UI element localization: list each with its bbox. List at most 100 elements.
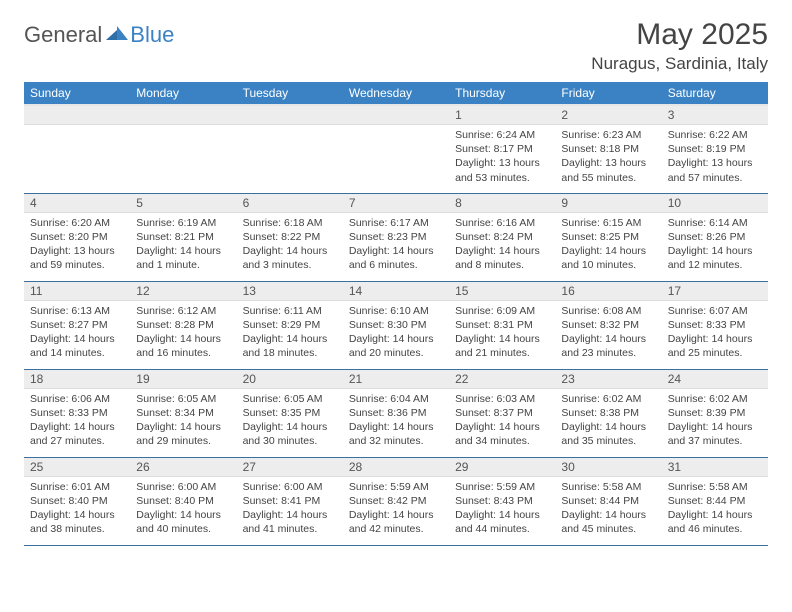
calendar-day-cell: 1Sunrise: 6:24 AMSunset: 8:17 PMDaylight…: [449, 105, 555, 193]
sunset-text: Sunset: 8:31 PM: [455, 318, 549, 332]
sunset-text: Sunset: 8:21 PM: [136, 230, 230, 244]
calendar-day-cell: 6Sunrise: 6:18 AMSunset: 8:22 PMDaylight…: [237, 193, 343, 281]
day-details: Sunrise: 6:11 AMSunset: 8:29 PMDaylight:…: [237, 301, 343, 365]
sunrise-text: Sunrise: 6:01 AM: [30, 480, 124, 494]
daylight-text: Daylight: 14 hours and 20 minutes.: [349, 332, 443, 360]
daylight-text: Daylight: 14 hours and 34 minutes.: [455, 420, 549, 448]
daylight-text: Daylight: 13 hours and 59 minutes.: [30, 244, 124, 272]
sunrise-text: Sunrise: 5:58 AM: [668, 480, 762, 494]
calendar-day-cell: 11Sunrise: 6:13 AMSunset: 8:27 PMDayligh…: [24, 281, 130, 369]
day-details: [24, 125, 130, 185]
day-details: Sunrise: 6:18 AMSunset: 8:22 PMDaylight:…: [237, 213, 343, 277]
calendar-week-row: 25Sunrise: 6:01 AMSunset: 8:40 PMDayligh…: [24, 457, 768, 545]
day-number: [343, 106, 449, 125]
calendar-week-row: 18Sunrise: 6:06 AMSunset: 8:33 PMDayligh…: [24, 369, 768, 457]
weekday-header: Thursday: [449, 82, 555, 105]
day-details: Sunrise: 6:05 AMSunset: 8:34 PMDaylight:…: [130, 389, 236, 453]
day-number: 16: [555, 282, 661, 301]
daylight-text: Daylight: 14 hours and 46 minutes.: [668, 508, 762, 536]
sunset-text: Sunset: 8:44 PM: [668, 494, 762, 508]
calendar-day-cell: 23Sunrise: 6:02 AMSunset: 8:38 PMDayligh…: [555, 369, 661, 457]
weekday-header: Sunday: [24, 82, 130, 105]
calendar-day-cell: 4Sunrise: 6:20 AMSunset: 8:20 PMDaylight…: [24, 193, 130, 281]
daylight-text: Daylight: 13 hours and 55 minutes.: [561, 156, 655, 184]
weekday-header: Wednesday: [343, 82, 449, 105]
calendar-table: SundayMondayTuesdayWednesdayThursdayFrid…: [24, 82, 768, 546]
sunset-text: Sunset: 8:33 PM: [668, 318, 762, 332]
sunset-text: Sunset: 8:17 PM: [455, 142, 549, 156]
day-number: 3: [662, 106, 768, 125]
weekday-header: Friday: [555, 82, 661, 105]
calendar-day-cell: 7Sunrise: 6:17 AMSunset: 8:23 PMDaylight…: [343, 193, 449, 281]
day-number: 27: [237, 458, 343, 477]
day-details: Sunrise: 6:06 AMSunset: 8:33 PMDaylight:…: [24, 389, 130, 453]
weekday-header: Tuesday: [237, 82, 343, 105]
sunset-text: Sunset: 8:40 PM: [30, 494, 124, 508]
calendar-day-cell: 25Sunrise: 6:01 AMSunset: 8:40 PMDayligh…: [24, 457, 130, 545]
calendar-day-cell: 14Sunrise: 6:10 AMSunset: 8:30 PMDayligh…: [343, 281, 449, 369]
daylight-text: Daylight: 14 hours and 27 minutes.: [30, 420, 124, 448]
day-number: 11: [24, 282, 130, 301]
sunrise-text: Sunrise: 6:00 AM: [136, 480, 230, 494]
day-number: 17: [662, 282, 768, 301]
calendar-week-row: 4Sunrise: 6:20 AMSunset: 8:20 PMDaylight…: [24, 193, 768, 281]
sunrise-text: Sunrise: 6:03 AM: [455, 392, 549, 406]
sunrise-text: Sunrise: 6:14 AM: [668, 216, 762, 230]
day-details: Sunrise: 6:16 AMSunset: 8:24 PMDaylight:…: [449, 213, 555, 277]
daylight-text: Daylight: 14 hours and 1 minute.: [136, 244, 230, 272]
weekday-header: Saturday: [662, 82, 768, 105]
calendar-day-cell: [24, 105, 130, 193]
calendar-day-cell: 2Sunrise: 6:23 AMSunset: 8:18 PMDaylight…: [555, 105, 661, 193]
sunrise-text: Sunrise: 6:05 AM: [136, 392, 230, 406]
day-details: Sunrise: 6:24 AMSunset: 8:17 PMDaylight:…: [449, 125, 555, 189]
sunset-text: Sunset: 8:36 PM: [349, 406, 443, 420]
header: General Blue May 2025 Nuragus, Sardinia,…: [24, 18, 768, 74]
day-number: 24: [662, 370, 768, 389]
day-details: Sunrise: 6:22 AMSunset: 8:19 PMDaylight:…: [662, 125, 768, 189]
sunset-text: Sunset: 8:34 PM: [136, 406, 230, 420]
calendar-day-cell: 29Sunrise: 5:59 AMSunset: 8:43 PMDayligh…: [449, 457, 555, 545]
sunrise-text: Sunrise: 6:00 AM: [243, 480, 337, 494]
weekday-header: Monday: [130, 82, 236, 105]
sunset-text: Sunset: 8:28 PM: [136, 318, 230, 332]
location-label: Nuragus, Sardinia, Italy: [591, 54, 768, 74]
sunrise-text: Sunrise: 6:12 AM: [136, 304, 230, 318]
daylight-text: Daylight: 14 hours and 42 minutes.: [349, 508, 443, 536]
sunset-text: Sunset: 8:26 PM: [668, 230, 762, 244]
sunset-text: Sunset: 8:38 PM: [561, 406, 655, 420]
logo-mark-icon: [106, 24, 128, 47]
calendar-day-cell: 19Sunrise: 6:05 AMSunset: 8:34 PMDayligh…: [130, 369, 236, 457]
day-number: 4: [24, 194, 130, 213]
day-details: Sunrise: 6:04 AMSunset: 8:36 PMDaylight:…: [343, 389, 449, 453]
daylight-text: Daylight: 14 hours and 8 minutes.: [455, 244, 549, 272]
day-details: Sunrise: 6:13 AMSunset: 8:27 PMDaylight:…: [24, 301, 130, 365]
day-number: [24, 106, 130, 125]
day-number: 14: [343, 282, 449, 301]
day-number: 13: [237, 282, 343, 301]
calendar-day-cell: [343, 105, 449, 193]
calendar-day-cell: 12Sunrise: 6:12 AMSunset: 8:28 PMDayligh…: [130, 281, 236, 369]
daylight-text: Daylight: 14 hours and 38 minutes.: [30, 508, 124, 536]
calendar-day-cell: [130, 105, 236, 193]
day-details: Sunrise: 6:19 AMSunset: 8:21 PMDaylight:…: [130, 213, 236, 277]
sunrise-text: Sunrise: 5:59 AM: [455, 480, 549, 494]
sunset-text: Sunset: 8:25 PM: [561, 230, 655, 244]
daylight-text: Daylight: 14 hours and 37 minutes.: [668, 420, 762, 448]
day-details: Sunrise: 6:00 AMSunset: 8:40 PMDaylight:…: [130, 477, 236, 541]
calendar-day-cell: 27Sunrise: 6:00 AMSunset: 8:41 PMDayligh…: [237, 457, 343, 545]
day-number: 7: [343, 194, 449, 213]
day-number: 23: [555, 370, 661, 389]
day-number: 5: [130, 194, 236, 213]
sunset-text: Sunset: 8:44 PM: [561, 494, 655, 508]
sunrise-text: Sunrise: 5:59 AM: [349, 480, 443, 494]
day-details: Sunrise: 6:12 AMSunset: 8:28 PMDaylight:…: [130, 301, 236, 365]
sunrise-text: Sunrise: 6:13 AM: [30, 304, 124, 318]
calendar-day-cell: 8Sunrise: 6:16 AMSunset: 8:24 PMDaylight…: [449, 193, 555, 281]
calendar-day-cell: 20Sunrise: 6:05 AMSunset: 8:35 PMDayligh…: [237, 369, 343, 457]
sunrise-text: Sunrise: 6:22 AM: [668, 128, 762, 142]
daylight-text: Daylight: 14 hours and 45 minutes.: [561, 508, 655, 536]
calendar-day-cell: 21Sunrise: 6:04 AMSunset: 8:36 PMDayligh…: [343, 369, 449, 457]
calendar-day-cell: 9Sunrise: 6:15 AMSunset: 8:25 PMDaylight…: [555, 193, 661, 281]
day-number: 30: [555, 458, 661, 477]
day-details: Sunrise: 6:20 AMSunset: 8:20 PMDaylight:…: [24, 213, 130, 277]
